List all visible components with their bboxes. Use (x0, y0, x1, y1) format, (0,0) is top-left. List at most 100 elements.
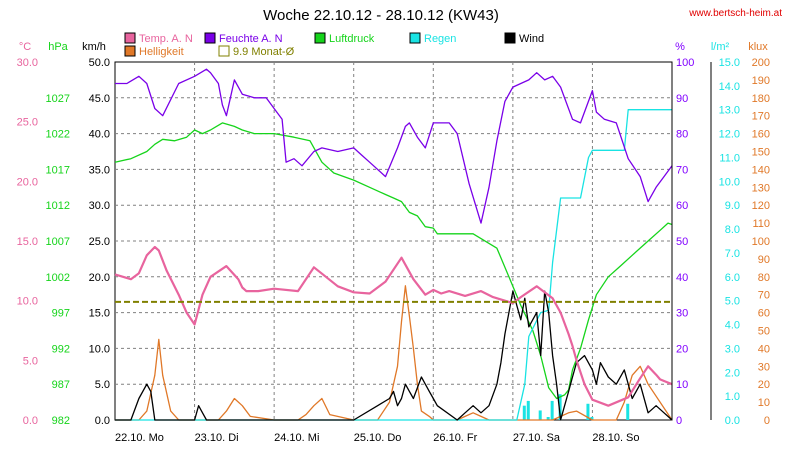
wind-tick-label: 35.0 (89, 164, 110, 176)
wind-tick-label: 15.0 (89, 308, 110, 320)
temp-unit-label: °C (19, 41, 31, 53)
rain-bar (626, 403, 630, 420)
brightness-tick-label: 80 (758, 272, 770, 284)
brightness-tick-label: 60 (758, 308, 770, 320)
humidity-tick-label: 50 (676, 236, 688, 248)
wind-tick-label: 45.0 (89, 93, 110, 105)
wind-tick-label: 5.0 (95, 379, 110, 391)
series-line-wind (115, 290, 673, 421)
legend-swatch (204, 32, 216, 44)
legend: Temp. A. N Feuchte A. N Luftdruck Regen Wind… (124, 32, 544, 58)
brightness-tick-label: 50 (758, 326, 770, 338)
temp-tick-label: 25.0 (17, 117, 38, 129)
x-tick-label: 23.10. Di (195, 432, 239, 444)
pressure-tick-label: 1002 (46, 272, 70, 284)
series-line-feuchte-a-n (115, 68, 673, 224)
rain-tick-label: 1.0 (725, 391, 740, 403)
temp-tick-label: 5.0 (23, 355, 38, 367)
axis-ticks: 30.0 25.0 20.0 15.0 10.0 5.0 0.0 1027 1022 1017 10… (17, 57, 770, 444)
x-tick-label: 28.10. So (592, 432, 639, 444)
legend-label: Wind (519, 33, 544, 45)
humidity-tick-label: 100 (676, 57, 694, 69)
rain-tick-label: 0.0 (725, 415, 740, 427)
rain-bar (550, 400, 554, 420)
legend-item-humidity[interactable]: Feuchte A. N (204, 32, 283, 45)
pressure-tick-label: 1017 (46, 164, 70, 176)
rain-bar (586, 403, 590, 420)
humidity-tick-label: 10 (676, 379, 688, 391)
series-line-temp-a-n (114, 245, 673, 407)
temp-tick-label: 0.0 (23, 415, 38, 427)
brightness-tick-label: 140 (752, 164, 770, 176)
humidity-tick-label: 70 (676, 164, 688, 176)
pressure-unit-label: hPa (48, 41, 68, 53)
rain-bar (546, 417, 550, 420)
rain-unit-label: l/m² (711, 41, 730, 53)
legend-swatch (409, 32, 421, 44)
legend-swatch (218, 45, 230, 57)
legend-label: Regen (424, 33, 456, 45)
legend-swatch (314, 32, 326, 44)
legend-label: 9.9 Monat-Ø (233, 46, 295, 58)
brightness-unit-label: klux (748, 41, 768, 53)
legend-item-brightness[interactable]: Helligkeit (124, 45, 184, 58)
pressure-tick-label: 997 (52, 308, 70, 320)
brightness-tick-label: 120 (752, 200, 770, 212)
brightness-tick-label: 160 (752, 129, 770, 141)
rain-bar (526, 400, 530, 420)
pressure-tick-label: 1012 (46, 200, 70, 212)
site-link[interactable]: www.bertsch-heim.at (688, 8, 782, 19)
legend-item-rain[interactable]: Regen (409, 32, 456, 45)
rain-tick-label: 9.0 (725, 200, 740, 212)
humidity-tick-label: 90 (676, 93, 688, 105)
x-tick-label: 24.10. Mi (274, 432, 319, 444)
brightness-tick-label: 90 (758, 254, 770, 266)
brightness-tick-label: 150 (752, 147, 770, 159)
rain-tick-label: 2.0 (725, 367, 740, 379)
rain-bar (590, 417, 594, 420)
rain-tick-label: 3.0 (725, 343, 740, 355)
grid (115, 62, 672, 420)
rain-bar (538, 410, 542, 420)
brightness-tick-label: 110 (752, 218, 770, 230)
legend-item-wind[interactable]: Wind (504, 32, 544, 45)
x-tick-label: 27.10. Sa (513, 432, 561, 444)
pressure-tick-label: 1007 (46, 236, 70, 248)
brightness-tick-label: 40 (758, 343, 770, 355)
humidity-tick-label: 80 (676, 129, 688, 141)
humidity-tick-label: 40 (676, 272, 688, 284)
wind-tick-label: 0.0 (95, 415, 110, 427)
legend-label: Temp. A. N (139, 33, 193, 45)
rain-tick-label: 5.0 (725, 296, 740, 308)
legend-swatch (124, 32, 136, 44)
legend-item-temp[interactable]: Temp. A. N (124, 32, 193, 45)
pressure-tick-label: 987 (52, 379, 70, 391)
plot-area (114, 61, 673, 421)
series-layer (114, 68, 673, 421)
humidity-tick-label: 60 (676, 200, 688, 212)
rain-tick-label: 6.0 (725, 272, 740, 284)
legend-label: Luftdruck (329, 33, 375, 45)
chart-title: Woche 22.10.12 - 28.10.12 (KW43) (263, 7, 499, 24)
brightness-tick-label: 20 (758, 379, 770, 391)
rain-tick-label: 12.0 (719, 129, 740, 141)
pressure-tick-label: 1027 (46, 93, 70, 105)
legend-label: Feuchte A. N (219, 33, 283, 45)
pressure-tick-label: 1022 (46, 129, 70, 141)
legend-item-pressure[interactable]: Luftdruck (314, 32, 375, 45)
brightness-tick-label: 10 (758, 397, 770, 409)
rain-bar (522, 405, 526, 420)
humidity-tick-label: 30 (676, 308, 688, 320)
x-tick-label: 22.10. Mo (115, 432, 164, 444)
legend-item-monthavg[interactable]: 9.9 Monat-Ø (218, 45, 295, 58)
temp-tick-label: 15.0 (17, 236, 38, 248)
rain-tick-label: 7.0 (725, 248, 740, 260)
wind-tick-label: 20.0 (89, 272, 110, 284)
legend-label: Helligkeit (139, 46, 184, 58)
pressure-tick-label: 992 (52, 343, 70, 355)
rain-tick-label: 8.0 (725, 224, 740, 236)
legend-swatch (124, 45, 136, 57)
rain-tick-label: 11.0 (719, 152, 740, 164)
wind-tick-label: 40.0 (89, 129, 110, 141)
